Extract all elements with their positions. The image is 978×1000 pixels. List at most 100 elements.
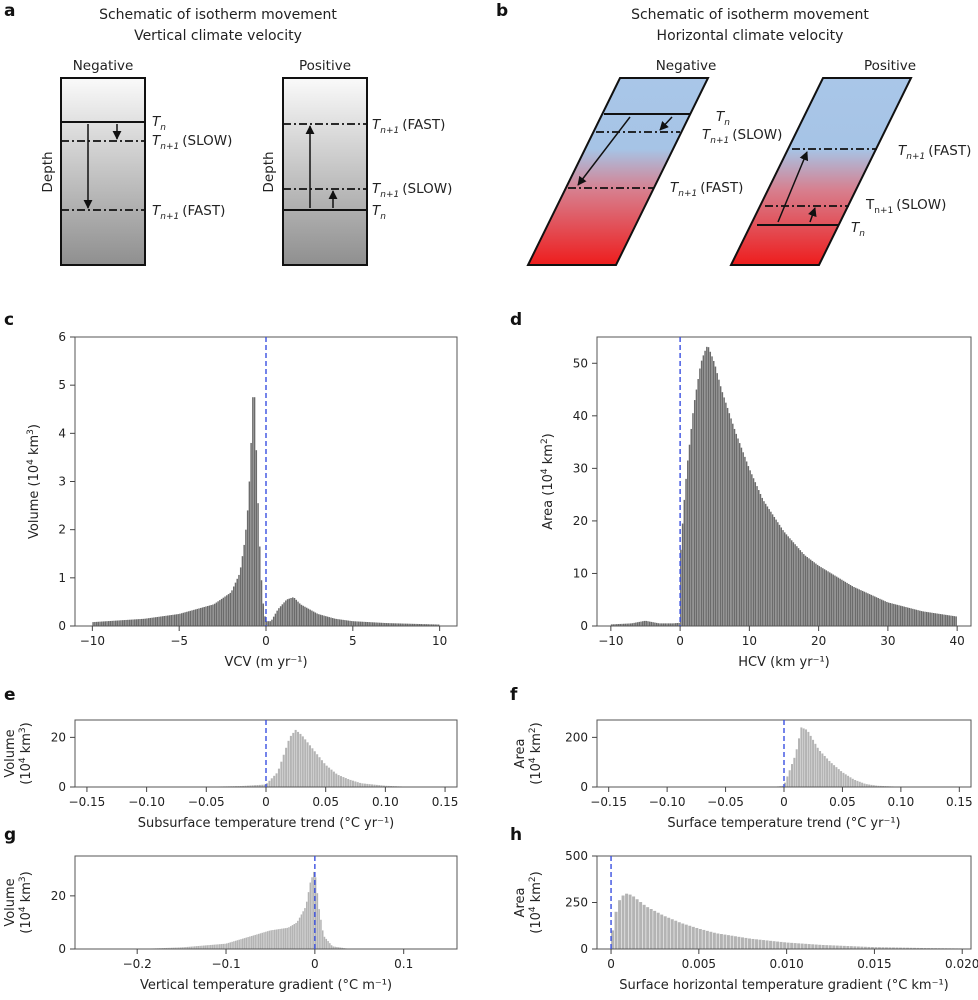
histogram-bar — [413, 623, 416, 626]
h-slow-arrow — [659, 116, 673, 131]
histogram-bar — [347, 620, 350, 626]
histogram-bar — [778, 524, 781, 626]
histogram-bar — [336, 947, 338, 949]
histogram-bar — [359, 782, 362, 787]
histogram-bar — [418, 624, 421, 626]
histogram-bar — [678, 622, 680, 626]
histogram-bar — [325, 938, 328, 949]
histogram-bar — [194, 609, 197, 626]
histogram-bar — [295, 922, 297, 949]
y-tick-label: 20 — [51, 889, 66, 903]
histogram-bar — [716, 933, 720, 949]
histogram-bar — [118, 620, 120, 626]
histogram-bar — [846, 946, 850, 949]
histogram-bar — [821, 944, 825, 949]
histogram-bar — [137, 619, 139, 626]
h-slow-arrow-2 — [808, 207, 817, 223]
histogram-bar — [818, 944, 822, 949]
histogram-bar — [610, 624, 613, 626]
histogram-bar — [795, 749, 798, 787]
histogram-bar — [201, 945, 203, 949]
panel-e-label: e — [4, 685, 16, 705]
histogram-bar — [304, 739, 307, 787]
histogram-bar — [922, 611, 924, 626]
histogram-bar — [765, 940, 769, 949]
histogram-bar — [174, 947, 177, 949]
y-tick-label: 4 — [58, 426, 66, 440]
h-fast-arrow — [577, 116, 631, 186]
histogram-bar — [183, 947, 185, 949]
histogram-bar — [242, 938, 244, 949]
histogram-bar — [236, 940, 239, 949]
histogram-bar — [809, 735, 812, 787]
histogram-bar — [912, 608, 914, 626]
histogram-bar — [881, 947, 885, 949]
histogram-bar — [695, 389, 698, 626]
x-tick-label: −0.15 — [69, 795, 106, 809]
histogram-bar — [249, 785, 252, 787]
histogram-bar — [901, 606, 904, 626]
histogram-bar — [328, 617, 330, 626]
label-tn1-fast-2: Tn+1 (FAST) — [372, 117, 445, 136]
histogram-bar — [297, 601, 299, 626]
histogram-bar — [380, 622, 383, 626]
histogram-bar — [330, 769, 333, 787]
histogram-bar — [748, 938, 751, 949]
histogram-bar — [163, 616, 166, 626]
histogram-bar — [169, 947, 171, 949]
histogram-bar — [199, 945, 201, 949]
histogram-bar — [292, 597, 294, 626]
histogram-bar — [783, 942, 787, 949]
histogram-bar — [721, 392, 724, 626]
histogram-bar — [377, 622, 379, 626]
histogram-bar — [877, 947, 881, 949]
y-tick-label: 20 — [573, 514, 588, 528]
histogram-bar — [650, 621, 653, 626]
histogram-bar — [832, 574, 834, 626]
h-label-tn: Tn — [716, 109, 730, 128]
histogram-bar — [274, 613, 277, 626]
histogram-bar — [111, 620, 113, 626]
histogram-bar — [368, 784, 371, 787]
histogram-bar — [268, 930, 271, 949]
x-tick-label: 0.05 — [312, 795, 339, 809]
histogram-bar — [749, 470, 751, 626]
histogram-bar — [261, 932, 264, 949]
panel-a-positive-label: Positive — [299, 58, 351, 74]
histogram-bar — [920, 611, 923, 626]
histogram-bars — [194, 729, 433, 787]
histogram-bar — [828, 760, 831, 787]
histogram-bar — [314, 612, 317, 626]
histogram-bar — [677, 922, 681, 949]
histogram-bar — [628, 623, 630, 626]
histogram-bar — [301, 736, 304, 787]
histogram-bar — [681, 523, 684, 626]
histogram-bar — [404, 623, 407, 626]
histogram-bar — [263, 932, 265, 949]
histogram-bar — [289, 735, 292, 787]
histogram-bar — [919, 610, 921, 626]
histogram-bar — [849, 585, 852, 626]
histogram-bar — [186, 611, 188, 626]
histogram-bar — [879, 785, 882, 787]
histogram-bar — [212, 604, 214, 626]
histogram-bar — [730, 418, 732, 626]
histogram-bar — [758, 939, 762, 949]
histogram-bar — [385, 785, 388, 787]
histogram-bar — [128, 619, 131, 626]
histogram-bar — [259, 546, 261, 626]
histogram-bar — [375, 784, 378, 787]
x-tick-label: 0.015 — [857, 957, 891, 971]
vertical-negative-column — [60, 77, 146, 266]
histogram-bar — [687, 460, 689, 626]
x-tick-label: −0.15 — [590, 795, 627, 809]
histogram-bar — [674, 920, 678, 949]
x-tick-label: 20 — [811, 634, 826, 648]
histogram-bar — [822, 568, 824, 626]
histogram-bar — [332, 946, 335, 949]
histogram-bar — [899, 947, 902, 949]
chart-h: 0 0.005 0.010 0.015 0.020 0 250 500 Surface hori… — [513, 849, 978, 993]
histogram-bar — [172, 614, 174, 626]
histogram-bar — [709, 931, 713, 949]
